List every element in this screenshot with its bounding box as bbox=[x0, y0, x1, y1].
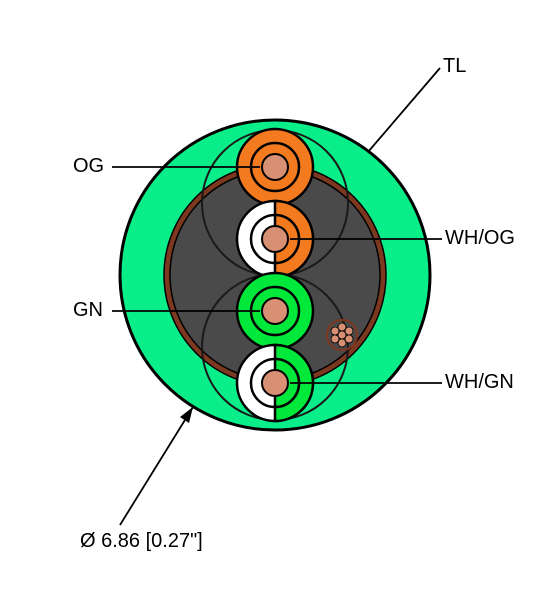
conductor-og-core bbox=[262, 154, 288, 180]
conductor-gn-core bbox=[262, 298, 288, 324]
dimension-leader bbox=[120, 407, 193, 525]
dimension-arrowhead bbox=[180, 407, 193, 423]
label-dimension: Ø 6.86 [0.27"] bbox=[80, 530, 203, 553]
cable-cross-section-diagram bbox=[0, 0, 549, 590]
label-og: OG bbox=[73, 155, 104, 178]
label-gn: GN bbox=[73, 299, 103, 322]
label-wh-gn: WH/GN bbox=[445, 371, 514, 394]
leader-tl bbox=[368, 68, 440, 152]
label-tl: TL bbox=[443, 55, 466, 78]
label-wh-og: WH/OG bbox=[445, 227, 515, 250]
